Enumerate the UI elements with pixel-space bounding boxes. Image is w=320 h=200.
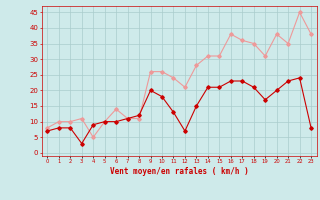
X-axis label: Vent moyen/en rafales ( km/h ): Vent moyen/en rafales ( km/h ): [110, 167, 249, 176]
